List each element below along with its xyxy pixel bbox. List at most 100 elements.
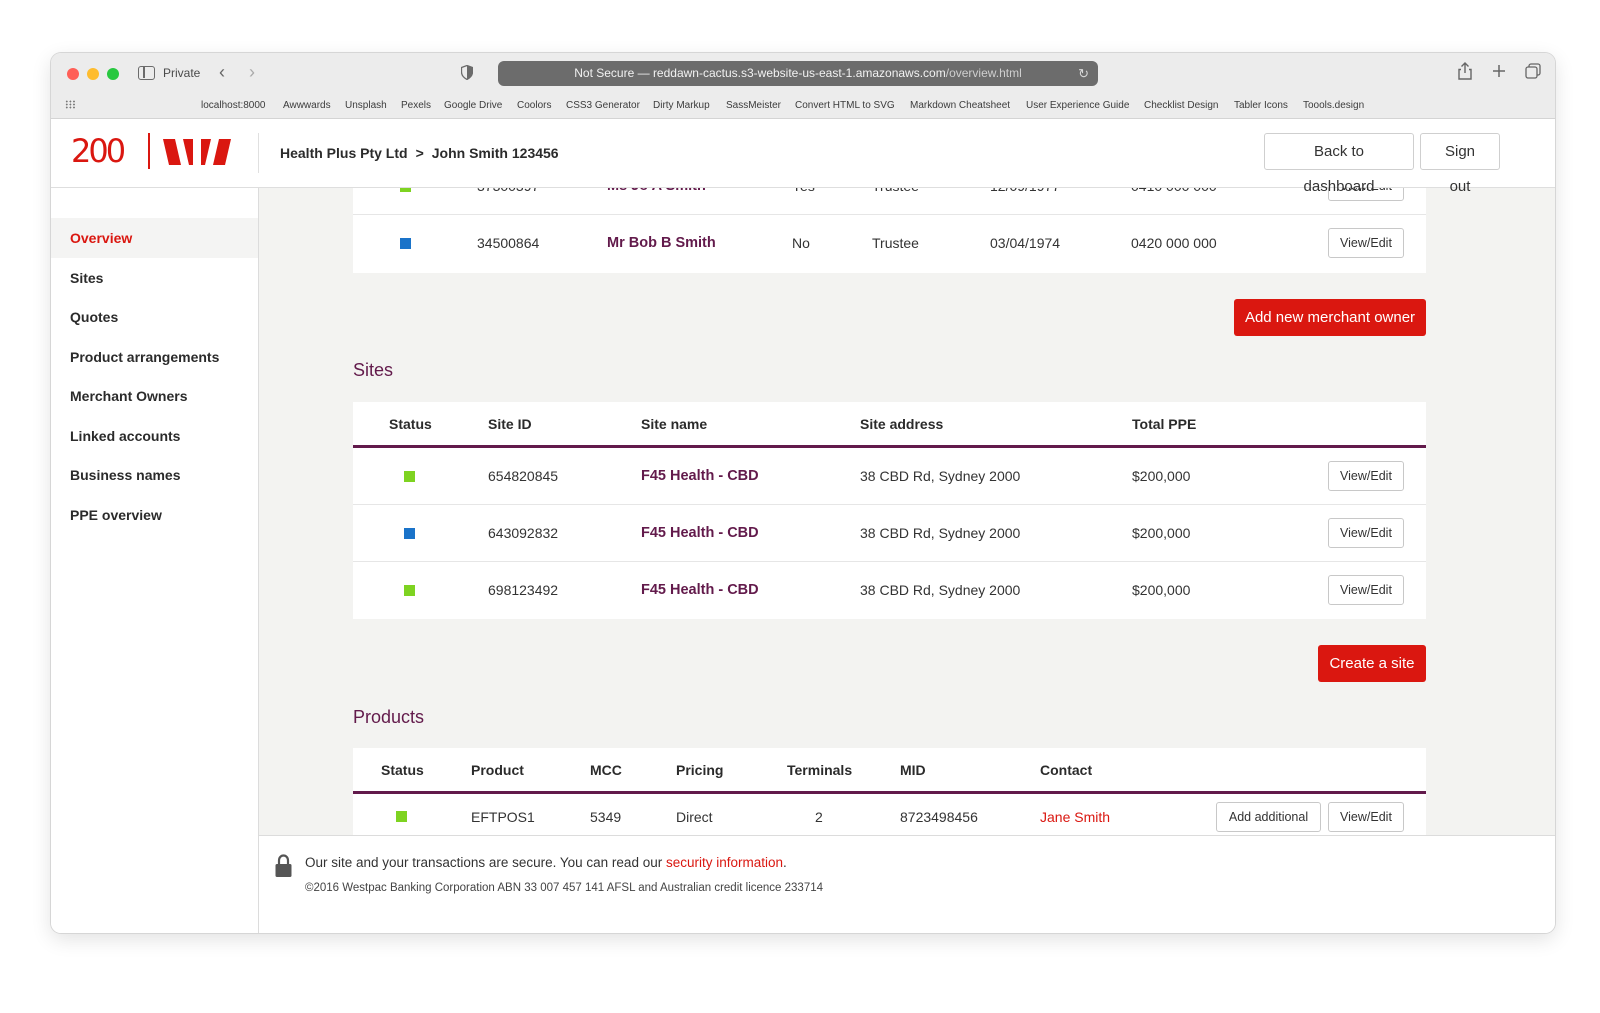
bookmark-item[interactable]: Coolors xyxy=(517,100,552,111)
close-window-button[interactable] xyxy=(67,68,79,80)
main-content: 37300397 Ms Jo A Smith Yes Trustee 12/09… xyxy=(259,188,1555,835)
browser-actions xyxy=(1457,62,1541,80)
back-to-dashboard-button[interactable]: Back to dashboard xyxy=(1264,133,1414,195)
bookmark-item[interactable]: Unsplash xyxy=(345,100,387,111)
sidebar-toggle-icon[interactable] xyxy=(138,66,155,80)
new-tab-icon[interactable] xyxy=(1491,62,1507,80)
bookmark-item[interactable]: localhost:8000 xyxy=(201,100,266,111)
sidebar-item-linked-accounts[interactable]: Linked accounts xyxy=(70,428,181,444)
table-row: EFTPOS1 5349 Direct 2 8723498456 Jane Sm… xyxy=(353,794,1426,835)
url-path: /overview.html xyxy=(945,66,1022,80)
breadcrumb-separator: > xyxy=(415,145,424,161)
reload-icon[interactable]: ↻ xyxy=(1078,66,1089,81)
view-edit-button[interactable]: View/Edit xyxy=(1328,518,1404,548)
owner-name-link[interactable]: Mr Bob B Smith xyxy=(607,235,716,251)
site-address: 38 CBD Rd, Sydney 2000 xyxy=(860,582,1021,598)
security-information-link[interactable]: security information xyxy=(665,855,784,870)
merchant-owners-table: 37300397 Ms Jo A Smith Yes Trustee 12/09… xyxy=(353,188,1426,273)
status-indicator-blue xyxy=(400,238,411,249)
site-total-ppe: $200,000 xyxy=(1132,582,1191,598)
sidebar-nav: Overview Sites Quotes Product arrangemen… xyxy=(51,188,259,933)
table-row: 643092832 F45 Health - CBD 38 CBD Rd, Sy… xyxy=(353,505,1426,562)
url-security-label: Not Secure — xyxy=(574,66,653,80)
column-header: Status xyxy=(381,762,424,778)
breadcrumb: Health Plus Pty Ltd > John Smith 123456 xyxy=(280,145,559,161)
sidebar-item-sites[interactable]: Sites xyxy=(70,270,104,286)
view-edit-button[interactable]: View/Edit xyxy=(1328,802,1404,832)
bookmark-item[interactable]: Dirty Markup xyxy=(653,100,710,111)
westpac-logo-icon[interactable] xyxy=(163,139,231,165)
back-arrow-icon[interactable]: ‹ xyxy=(219,62,225,82)
url-host: reddawn-cactus.s3-website-us-east-1.amaz… xyxy=(652,66,946,80)
site-name-link[interactable]: F45 Health - CBD xyxy=(641,468,759,484)
view-edit-button[interactable]: View/Edit xyxy=(1328,575,1404,605)
address-bar[interactable]: Not Secure — reddawn-cactus.s3-website-u… xyxy=(498,61,1098,86)
tab-overview-icon[interactable] xyxy=(1525,62,1541,80)
breadcrumb-company[interactable]: Health Plus Pty Ltd xyxy=(280,145,408,161)
browser-window: Private ‹ › Not Secure — reddawn-cactus.… xyxy=(51,53,1555,933)
status-indicator-green xyxy=(396,811,407,822)
site-address: 38 CBD Rd, Sydney 2000 xyxy=(860,525,1021,541)
bookmark-item[interactable]: Markdown Cheatsheet xyxy=(910,100,1011,111)
bookmark-item[interactable]: Toools.design xyxy=(1303,100,1365,111)
column-header: Pricing xyxy=(676,762,724,778)
bookmarks-bar: localhost:8000 Awwwards Unsplash Pexels … xyxy=(51,97,1555,115)
view-edit-button[interactable]: View/Edit xyxy=(1328,188,1404,201)
product-mid: 8723498456 xyxy=(900,809,978,825)
sites-table: Status Site ID Site name Site address To… xyxy=(353,402,1426,619)
site-id: 654820845 xyxy=(488,468,559,484)
apps-grid-icon[interactable] xyxy=(65,100,76,109)
anniversary-200-logo[interactable]: 200 xyxy=(71,132,126,170)
site-name-link[interactable]: F45 Health - CBD xyxy=(641,525,759,541)
sidebar-item-overview[interactable]: Overview xyxy=(51,218,258,258)
bookmark-item[interactable]: Awwwards xyxy=(283,100,331,111)
bookmark-item[interactable]: SassMeister xyxy=(726,100,782,111)
status-indicator-blue xyxy=(404,528,415,539)
share-icon[interactable] xyxy=(1457,62,1473,80)
owner-dob: 12/09/1977 xyxy=(990,188,1060,215)
minimize-window-button[interactable] xyxy=(87,68,99,80)
sidebar-item-product-arrangements[interactable]: Product arrangements xyxy=(70,349,220,365)
security-notice-text: Our site and your transactions are secur… xyxy=(305,855,666,870)
owner-id: 34500864 xyxy=(477,235,540,251)
view-edit-button[interactable]: View/Edit xyxy=(1328,228,1404,258)
bookmark-item[interactable]: User Experience Guide xyxy=(1026,100,1130,111)
table-row: 698123492 F45 Health - CBD 38 CBD Rd, Sy… xyxy=(353,562,1426,619)
bookmark-item[interactable]: Pexels xyxy=(401,100,432,111)
sign-out-button[interactable]: Sign out xyxy=(1420,133,1500,195)
bookmark-item[interactable]: CSS3 Generator xyxy=(566,100,640,111)
owner-phone: 0420 000 000 xyxy=(1131,235,1217,251)
sidebar-item-quotes[interactable]: Quotes xyxy=(70,309,119,325)
column-header: Site address xyxy=(860,416,944,432)
sidebar-item-business-names[interactable]: Business names xyxy=(70,467,181,483)
owner-flag: No xyxy=(792,235,810,251)
sites-section-title: Sites xyxy=(353,360,394,380)
security-notice: Our site and your transactions are secur… xyxy=(305,855,787,870)
bookmark-item[interactable]: Google Drive xyxy=(444,100,503,111)
sidebar-item-merchant-owners[interactable]: Merchant Owners xyxy=(70,388,188,404)
create-site-button[interactable]: Create a site xyxy=(1318,645,1426,682)
logo-divider xyxy=(148,133,150,169)
site-name-link[interactable]: F45 Health - CBD xyxy=(641,582,759,598)
products-table: Status Product MCC Pricing Terminals MID… xyxy=(353,748,1426,835)
zoom-window-button[interactable] xyxy=(107,68,119,80)
product-contact-link[interactable]: Jane Smith xyxy=(1040,809,1111,825)
forward-arrow-icon[interactable]: › xyxy=(249,62,255,82)
add-merchant-owner-button[interactable]: Add new merchant owner xyxy=(1234,299,1426,336)
product-name: EFTPOS1 xyxy=(471,809,535,825)
site-id: 643092832 xyxy=(488,525,559,541)
owner-name-link[interactable]: Ms Jo A Smith xyxy=(607,188,706,215)
bookmark-item[interactable]: Tabler Icons xyxy=(1234,100,1288,111)
product-pricing: Direct xyxy=(676,809,713,825)
sidebar-item-ppe-overview[interactable]: PPE overview xyxy=(70,507,162,523)
site-address: 38 CBD Rd, Sydney 2000 xyxy=(860,468,1021,484)
column-header: Status xyxy=(389,416,432,432)
product-terminals: 2 xyxy=(815,809,823,825)
column-header: Terminals xyxy=(787,762,853,778)
privacy-shield-icon[interactable] xyxy=(461,65,473,80)
column-header: MCC xyxy=(590,762,622,778)
bookmark-item[interactable]: Convert HTML to SVG xyxy=(795,100,895,111)
add-additional-button[interactable]: Add additional xyxy=(1216,802,1321,832)
bookmark-item[interactable]: Checklist Design xyxy=(1144,100,1219,111)
view-edit-button[interactable]: View/Edit xyxy=(1328,461,1404,491)
